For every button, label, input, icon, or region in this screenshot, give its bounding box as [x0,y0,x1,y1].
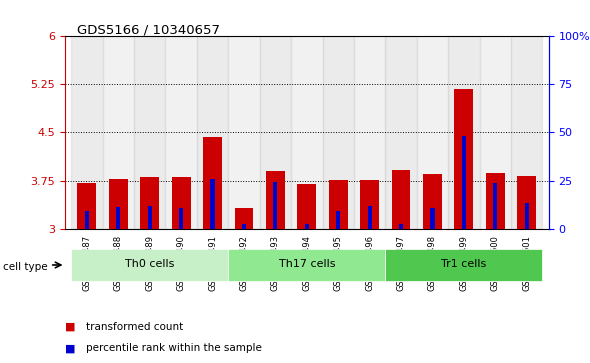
Bar [486,173,504,229]
Text: percentile rank within the sample: percentile rank within the sample [86,343,261,354]
Bar [423,174,442,229]
Bar [454,89,473,229]
Bar [360,180,379,229]
Bar [260,36,291,229]
Text: Th0 cells: Th0 cells [125,259,175,269]
Bar [172,178,191,229]
Bar [430,208,435,229]
Bar [304,224,309,229]
Bar [203,137,222,229]
Bar [148,206,152,229]
Bar [197,36,228,229]
Bar [71,36,103,229]
Text: Tr1 cells: Tr1 cells [441,259,487,269]
Bar [291,36,323,229]
Bar [399,224,403,229]
Bar [266,171,285,229]
Bar [392,170,411,229]
Bar [235,208,253,229]
Bar [354,36,385,229]
Bar [385,36,417,229]
Bar [448,36,480,229]
Bar [273,182,277,229]
Bar [85,211,89,229]
Bar [77,183,96,229]
Bar [480,36,511,229]
Bar [109,179,127,229]
FancyBboxPatch shape [228,249,385,281]
Bar [211,179,215,229]
Bar [517,176,536,229]
Bar [134,36,165,229]
Bar [323,36,354,229]
Text: transformed count: transformed count [86,322,183,332]
Text: cell type: cell type [3,262,48,272]
FancyBboxPatch shape [385,249,542,281]
Bar [336,211,340,229]
Bar [179,208,183,229]
Bar [462,136,466,229]
Bar [228,36,260,229]
Bar [242,224,246,229]
Bar [525,203,529,229]
Text: ■: ■ [65,322,76,332]
Bar [103,36,134,229]
Text: ■: ■ [65,343,76,354]
Bar [329,180,348,229]
Bar [116,207,120,229]
Text: Th17 cells: Th17 cells [278,259,335,269]
Bar [297,184,316,229]
Bar [165,36,197,229]
Bar [140,178,159,229]
Bar [511,36,542,229]
Text: GDS5166 / 10340657: GDS5166 / 10340657 [77,24,219,37]
Bar [493,183,497,229]
Bar [368,206,372,229]
Bar [417,36,448,229]
FancyBboxPatch shape [71,249,228,281]
